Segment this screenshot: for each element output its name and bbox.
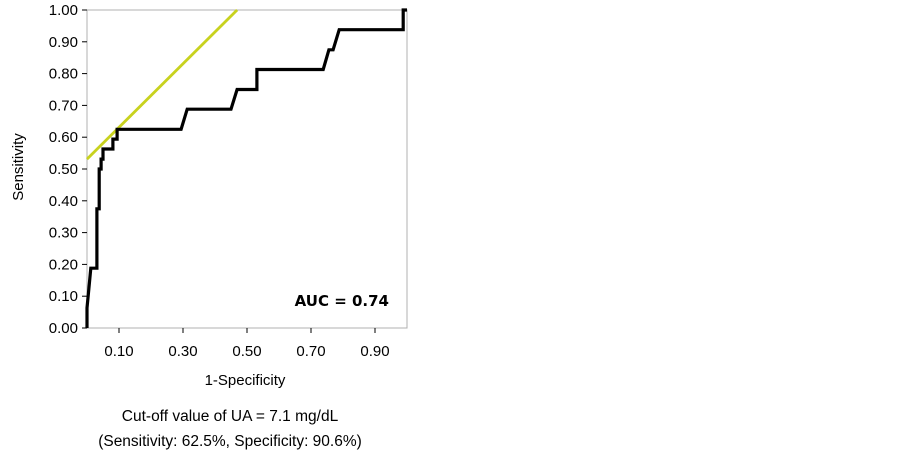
roc-curve-line [85,8,407,328]
plot-frame [86,9,408,329]
y-tick-label: 1.00 [49,2,78,19]
x-axis-title: 1-Specificity [205,372,286,389]
y-tick-label: 0.60 [49,129,78,146]
y-tick-label: 0.00 [49,320,78,337]
y-tick-label: 0.80 [49,66,78,83]
y-tick-label: 0.20 [49,256,78,273]
cutoff-tangent-line [86,9,239,161]
x-tick-label: 0.10 [104,343,133,360]
cutoff-caption: Cut-off value of UA = 7.1 mg/dL [122,408,339,425]
y-axis: 0.00 0.10 0.20 0.30 0.40 0.50 0.60 0.70 0.80 0.90… [49,2,87,337]
stats-caption: (Sensitivity: 62.5%, Specificity: 90.6%) [98,433,362,450]
y-axis-title: Sensitivity [10,133,27,201]
x-tick-label: 0.30 [168,343,197,360]
series-layer [85,8,407,328]
y-tick-label: 0.70 [49,97,78,114]
y-tick-label: 0.90 [49,34,78,51]
y-tick-label: 0.40 [49,193,78,210]
x-tick-label: 0.70 [296,343,325,360]
y-tick-label: 0.10 [49,288,78,305]
x-tick-label: 0.50 [232,343,261,360]
x-axis: 0.10 0.30 0.50 0.70 0.90 [104,328,390,360]
x-tick-label: 0.90 [360,343,389,360]
auc-annotation: AUC = 0.74 [295,292,389,310]
y-tick-label: 0.50 [49,161,78,178]
y-tick-label: 0.30 [49,225,78,242]
